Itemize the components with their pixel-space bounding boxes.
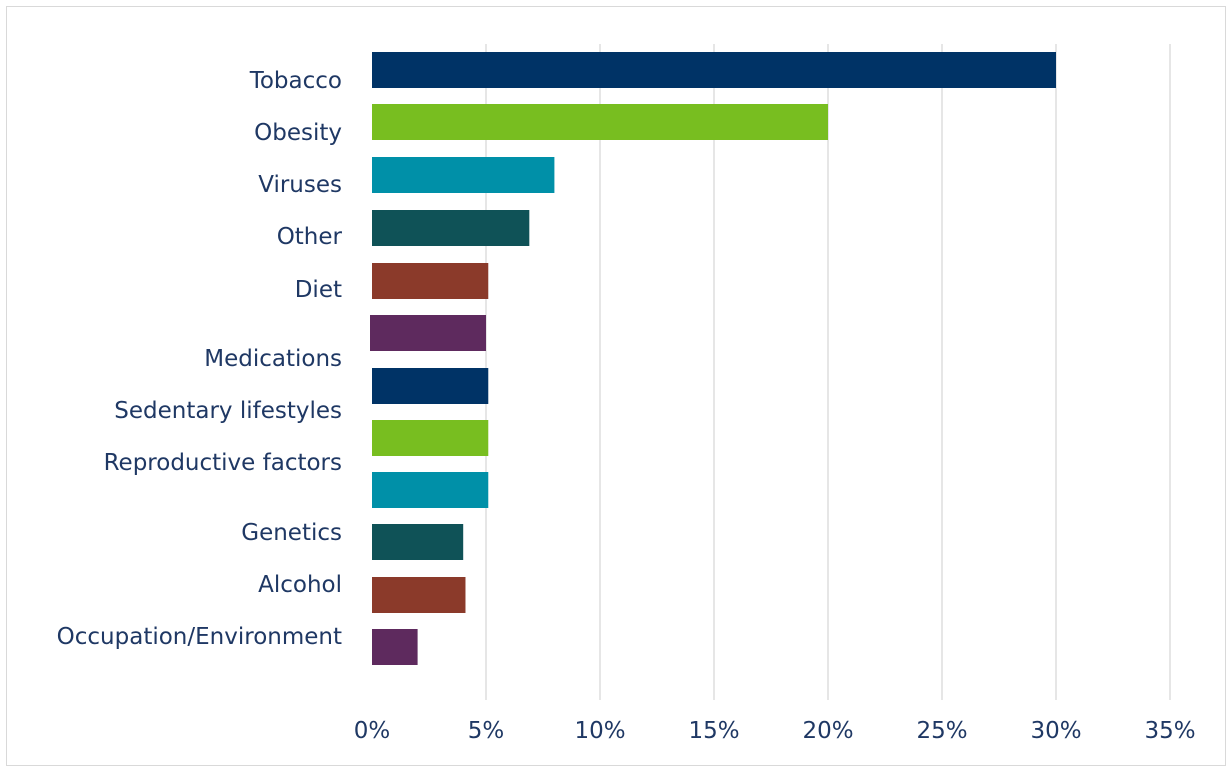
bar bbox=[372, 472, 489, 508]
x-tick-label: 20% bbox=[802, 718, 853, 744]
x-tick-label: 5% bbox=[468, 718, 505, 744]
x-tick-label: 35% bbox=[1144, 718, 1195, 744]
bar bbox=[372, 420, 489, 456]
category-label: Medications bbox=[204, 346, 342, 372]
x-tick-labels: 0% 5% 10% 15% 20% 25% 30% 35% bbox=[354, 718, 1196, 744]
x-tick-label: 15% bbox=[688, 718, 739, 744]
bar bbox=[372, 210, 530, 246]
category-labels: Tobacco Obesity Viruses Other Diet Medication… bbox=[57, 68, 343, 650]
bar bbox=[372, 104, 828, 140]
category-label: Alcohol bbox=[258, 572, 342, 598]
gridlines bbox=[485, 44, 1171, 700]
bar bbox=[372, 52, 1056, 88]
category-label: Genetics bbox=[241, 520, 342, 546]
category-label: Reproductive factors bbox=[104, 450, 342, 476]
category-label: Diet bbox=[295, 277, 342, 303]
category-label: Occupation/Environment bbox=[57, 624, 342, 650]
bar bbox=[372, 629, 418, 665]
x-tick-label: 0% bbox=[354, 718, 391, 744]
category-label: Sedentary lifestyles bbox=[114, 398, 342, 424]
x-tick-label: 30% bbox=[1030, 718, 1081, 744]
bar bbox=[372, 157, 555, 193]
x-tick-label: 10% bbox=[574, 718, 625, 744]
category-label: Viruses bbox=[258, 172, 342, 198]
bar-chart: Tobacco Obesity Viruses Other Diet Medication… bbox=[57, 44, 1196, 744]
bar bbox=[370, 315, 486, 351]
bar bbox=[372, 368, 489, 404]
bar bbox=[372, 263, 489, 299]
x-tick-label: 25% bbox=[916, 718, 967, 744]
bar bbox=[372, 524, 464, 560]
bars bbox=[370, 52, 1056, 665]
category-label: Obesity bbox=[254, 120, 342, 146]
category-label: Other bbox=[277, 224, 343, 250]
category-label: Tobacco bbox=[249, 68, 342, 94]
bar bbox=[372, 577, 466, 613]
